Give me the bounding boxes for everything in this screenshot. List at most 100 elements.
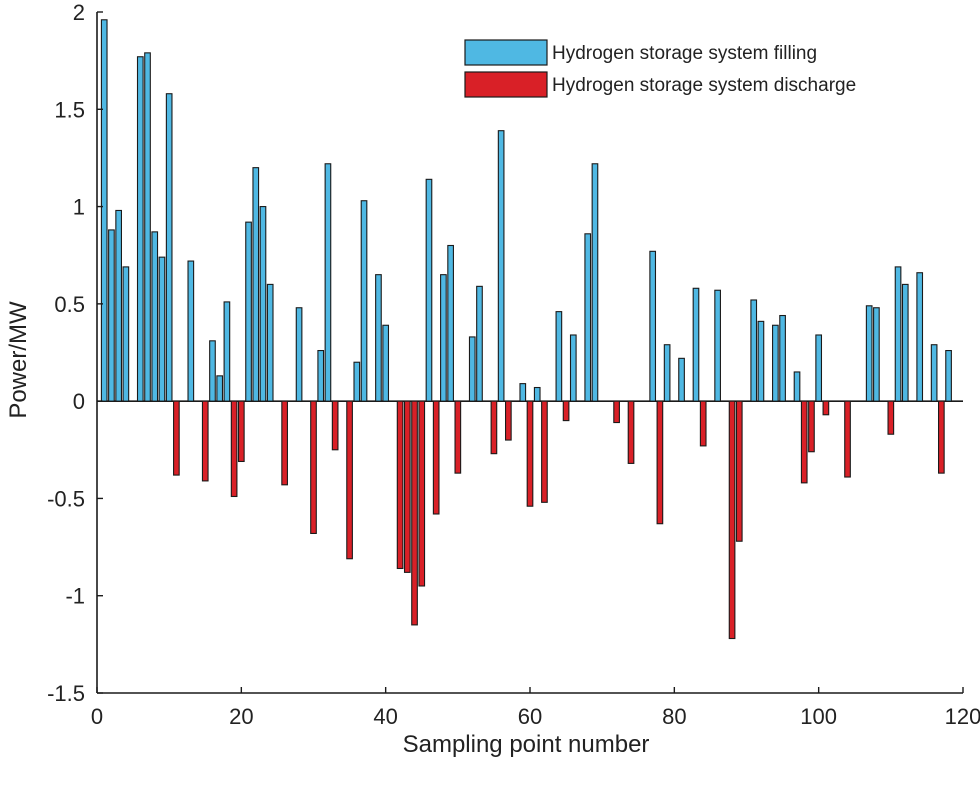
discharge-bar — [346, 400, 353, 560]
x-axis-label: Sampling point number — [403, 731, 650, 758]
filling-bar — [714, 289, 721, 402]
filling-bar — [223, 301, 231, 402]
filling-bar — [317, 349, 325, 402]
legend-box-filling — [464, 39, 548, 66]
discharge-bar — [541, 400, 548, 503]
x-tick-label: 20 — [229, 704, 253, 729]
filling-bar — [815, 334, 823, 402]
discharge-bar — [699, 400, 707, 447]
filling-bar — [266, 283, 274, 402]
filling-bar — [663, 344, 671, 402]
x-tick-label: 100 — [800, 704, 837, 729]
discharge-bar — [396, 400, 404, 570]
filling-bar — [476, 285, 483, 402]
discharge-bar — [937, 400, 945, 474]
filling-bar — [497, 130, 505, 402]
filling-bar — [382, 324, 390, 402]
filling-bar — [295, 307, 303, 402]
discharge-bar — [310, 400, 317, 535]
y-tick-label: 1 — [73, 195, 85, 220]
filling-bar — [692, 287, 700, 402]
filling-bar — [793, 371, 801, 402]
filling-bar — [136, 56, 144, 402]
y-tick-label: 0.5 — [54, 292, 85, 317]
filling-bar — [209, 340, 216, 402]
y-tick-label: -0.5 — [47, 486, 85, 511]
discharge-bar — [403, 400, 411, 573]
discharge-bar — [656, 400, 664, 525]
y-tick-label: 1.5 — [54, 97, 85, 122]
discharge-bar — [173, 400, 180, 476]
filling-bar — [216, 375, 224, 402]
filling-bar — [375, 274, 382, 402]
discharge-bar — [887, 400, 895, 435]
y-tick-label: 0 — [73, 389, 85, 414]
filling-bar — [360, 200, 368, 402]
x-tick-label: 0 — [91, 704, 103, 729]
filling-bar — [519, 383, 527, 402]
discharge-bar — [331, 400, 339, 451]
filling-bar — [115, 209, 122, 402]
filling-bar — [584, 233, 592, 402]
filling-bar — [324, 163, 332, 402]
x-tick-label: 120 — [945, 704, 980, 729]
discharge-bar — [562, 400, 570, 422]
filling-bar — [122, 266, 130, 402]
filling-bar — [591, 163, 599, 402]
filling-bar — [259, 206, 267, 402]
legend-label-filling: Hydrogen storage system filling — [552, 43, 817, 64]
y-tick-label: 2 — [73, 0, 85, 25]
filling-bar — [916, 272, 924, 402]
discharge-bar — [822, 400, 830, 416]
x-tick-label: 40 — [373, 704, 397, 729]
discharge-bar — [627, 400, 635, 464]
filling-bar — [678, 357, 685, 402]
filling-bar — [353, 361, 361, 402]
discharge-bar — [613, 400, 620, 424]
discharge-bar — [411, 400, 418, 626]
discharge-bar — [526, 400, 534, 507]
discharge-bar — [237, 400, 245, 463]
discharge-bar — [808, 400, 815, 453]
legend: Hydrogen storage system filling Hydrogen… — [464, 39, 856, 98]
filling-bar — [165, 93, 173, 402]
filling-bar — [100, 19, 108, 402]
discharge-bar — [844, 400, 851, 478]
filling-bar — [779, 314, 786, 402]
filling-bar — [447, 244, 454, 402]
filling-bar — [649, 250, 657, 402]
legend-label-discharge: Hydrogen storage system discharge — [552, 75, 856, 96]
discharge-bar — [728, 400, 736, 640]
filling-bar — [151, 231, 159, 402]
x-tick-label: 60 — [518, 704, 542, 729]
filling-bar — [757, 320, 765, 402]
ticks-group: -1.5-1-0.500.511.520 20 40 60 80 100 120 — [47, 0, 980, 729]
discharge-bar — [230, 400, 238, 498]
bars-group — [100, 19, 952, 640]
filling-bar — [772, 324, 779, 402]
filling-bar — [187, 260, 195, 402]
filling-bar — [930, 344, 938, 402]
filling-bar — [158, 256, 166, 402]
filling-bar — [533, 386, 541, 402]
filling-bar — [894, 266, 902, 402]
y-axis-label: Power/MW — [5, 301, 32, 419]
discharge-bar — [281, 400, 288, 486]
filling-bar — [108, 229, 115, 402]
filling-bar — [750, 299, 758, 402]
filling-bar — [252, 167, 260, 402]
y-tick-label: -1.5 — [47, 681, 85, 706]
legend-box-discharge — [464, 71, 548, 98]
y-tick-label: -1 — [65, 584, 85, 609]
x-tick-label: 80 — [662, 704, 686, 729]
filling-bar — [865, 305, 873, 402]
filling-bar — [901, 283, 909, 402]
filling-bar — [945, 349, 952, 402]
discharge-bar — [735, 400, 743, 542]
filling-bar — [569, 334, 577, 402]
filling-bar — [873, 307, 880, 402]
filling-bar — [468, 336, 476, 402]
discharge-bar — [201, 400, 209, 482]
filling-bar — [144, 52, 151, 402]
